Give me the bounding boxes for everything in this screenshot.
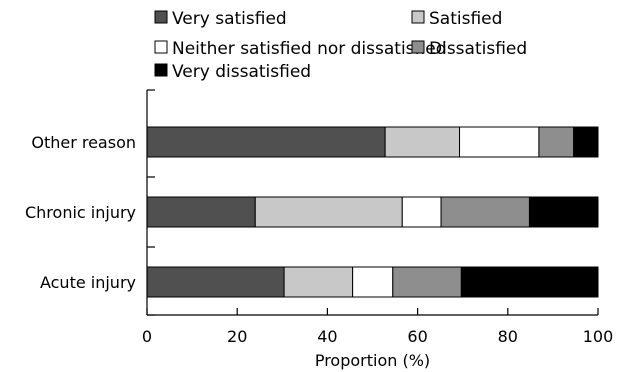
legend-label: Satisfied <box>429 9 502 29</box>
x-axis-title: Proportion (%) <box>315 351 430 370</box>
bar-segment <box>459 126 540 158</box>
bar-segment <box>573 126 599 158</box>
bar-segment <box>460 266 599 298</box>
bar-segment <box>384 126 461 158</box>
x-tick-label: 80 <box>498 327 518 346</box>
legend-swatch <box>154 63 168 77</box>
bar-segment <box>528 196 599 228</box>
bar-segment <box>146 266 285 298</box>
bar-segment <box>146 196 256 228</box>
x-axis: 0 20 40 60 80 100 Proportion (%) <box>142 308 613 370</box>
legend-swatch <box>154 40 168 54</box>
y-axis: Other reason Chronic injury Acute injury <box>25 89 155 316</box>
x-tick-label: 60 <box>407 327 427 346</box>
category-label: Other reason <box>31 133 136 152</box>
legend-label: Very dissatisfied <box>172 62 311 82</box>
legend-swatch <box>411 40 425 54</box>
x-tick-label: 40 <box>317 327 337 346</box>
bar-segment <box>392 266 462 298</box>
legend-swatch <box>411 10 425 24</box>
bar-segment <box>352 266 394 298</box>
category-label: Chronic injury <box>25 203 136 222</box>
bar-segment <box>283 266 354 298</box>
bar-segment <box>440 196 530 228</box>
legend-label: Dissatisfied <box>429 39 527 59</box>
category-label: Acute injury <box>40 273 136 292</box>
bar-segment <box>254 196 403 228</box>
bar-segment <box>146 126 386 158</box>
x-tick-label: 0 <box>142 327 152 346</box>
legend-label: Very satisfied <box>172 9 287 29</box>
legend: Very satisfied Satisfied Neither satisfied… <box>154 9 527 82</box>
x-tick-label: 20 <box>227 327 247 346</box>
x-tick-label: 100 <box>583 327 614 346</box>
bars <box>146 126 599 298</box>
legend-label: Neither satisfied nor dissatisfied <box>172 39 447 59</box>
bar-segment <box>538 126 575 158</box>
bar-segment <box>401 196 442 228</box>
legend-swatch <box>154 10 168 24</box>
